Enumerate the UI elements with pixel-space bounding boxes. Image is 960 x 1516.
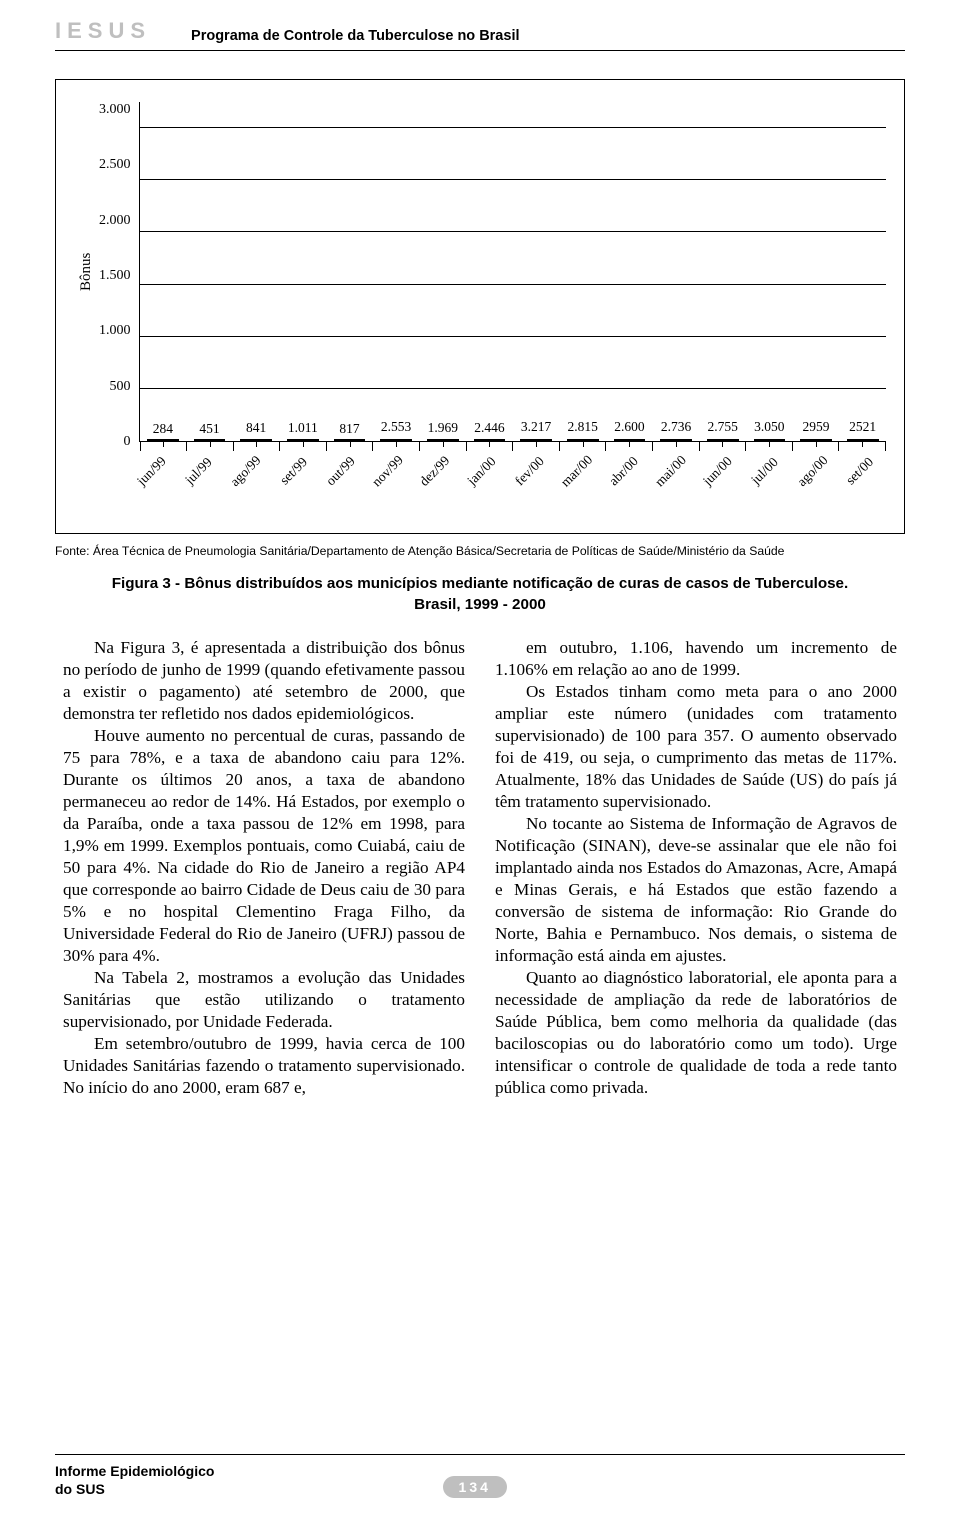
page-header: IESUS Programa de Controle da Tuberculos… — [55, 18, 905, 51]
gridline — [140, 284, 887, 285]
gridline — [140, 231, 887, 232]
caption-line-2: Brasil, 1999 - 2000 — [414, 596, 546, 613]
column-left: Na Figura 3, é apresentada a distribuiçã… — [63, 637, 465, 1099]
body-columns: Na Figura 3, é apresentada a distribuiçã… — [63, 637, 897, 1099]
bar-value-label: 2.755 — [699, 419, 746, 435]
gridline — [140, 336, 887, 337]
y-tick-label: 1.000 — [99, 323, 131, 339]
publication-name: Informe Epidemiológico do SUS — [55, 1463, 214, 1498]
bar-value-label: 817 — [326, 421, 373, 437]
page-number: 134 — [443, 1476, 507, 1498]
body-paragraph: Quanto ao diagnóstico laboratorial, ele … — [495, 967, 897, 1099]
bar-value-label: 2.600 — [606, 419, 653, 435]
gridline — [140, 388, 887, 389]
bar-value-label: 1.011 — [279, 420, 326, 436]
figure-caption: Figura 3 - Bônus distribuídos aos municí… — [75, 574, 885, 615]
bonus-chart: Bônus 3.000 2.500 2.000 1.500 1.000 500 0 2844… — [55, 79, 905, 534]
bar-value-label: 2.446 — [466, 420, 513, 436]
bar-value-label: 1.969 — [419, 420, 466, 436]
bar-value-label: 284 — [140, 421, 187, 437]
bar-value-label: 2521 — [839, 419, 886, 435]
bar-value-label: 841 — [233, 420, 280, 436]
page-footer: Informe Epidemiológico do SUS 134 — [0, 1442, 960, 1498]
plot-area: 2844518411.0118172.5531.9692.4463.2172.8… — [139, 102, 887, 442]
y-tick-label: 1.500 — [99, 268, 131, 284]
gridline — [140, 127, 887, 128]
gridline — [140, 179, 887, 180]
y-tick-label: 0 — [124, 434, 131, 450]
y-tick-label: 2.500 — [99, 157, 131, 173]
bar-value-label: 451 — [186, 421, 233, 437]
body-paragraph: Houve aumento no percentual de curas, pa… — [63, 725, 465, 967]
body-paragraph: Os Estados tinham como meta para o ano 2… — [495, 681, 897, 813]
bar-value-label: 2.553 — [373, 419, 420, 435]
y-tick-label: 500 — [110, 379, 131, 395]
y-tick-label: 2.000 — [99, 213, 131, 229]
chart-source: Fonte: Área Técnica de Pneumologia Sanit… — [55, 544, 905, 558]
body-paragraph: No tocante ao Sistema de Informação de A… — [495, 813, 897, 967]
bar-value-label: 3.217 — [513, 419, 560, 435]
caption-line-1: Figura 3 - Bônus distribuídos aos municí… — [112, 575, 848, 592]
body-paragraph: Na Tabela 2, mostramos a evolução das Un… — [63, 967, 465, 1033]
body-paragraph: Na Figura 3, é apresentada a distribuiçã… — [63, 637, 465, 725]
bar-value-label: 2.736 — [653, 419, 700, 435]
y-axis-label: Bônus — [74, 102, 99, 442]
brand-iesus: IESUS — [55, 18, 151, 44]
body-paragraph: em outubro, 1.106, havendo um incremento… — [495, 637, 897, 681]
column-right: em outubro, 1.106, havendo um incremento… — [495, 637, 897, 1099]
x-axis-labels: jun/99jul/99ago/99set/99out/99nov/99dez/… — [131, 442, 886, 506]
body-paragraph: Em setembro/outubro de 1999, havia cerca… — [63, 1033, 465, 1099]
y-axis-ticks: 3.000 2.500 2.000 1.500 1.000 500 0 — [99, 102, 139, 450]
y-tick-label: 3.000 — [99, 102, 131, 118]
bar-value-label: 3.050 — [746, 419, 793, 435]
bar-value-label: 2.815 — [559, 419, 606, 435]
program-title: Programa de Controle da Tuberculose no B… — [191, 28, 519, 44]
bar-value-label: 2959 — [793, 419, 840, 435]
